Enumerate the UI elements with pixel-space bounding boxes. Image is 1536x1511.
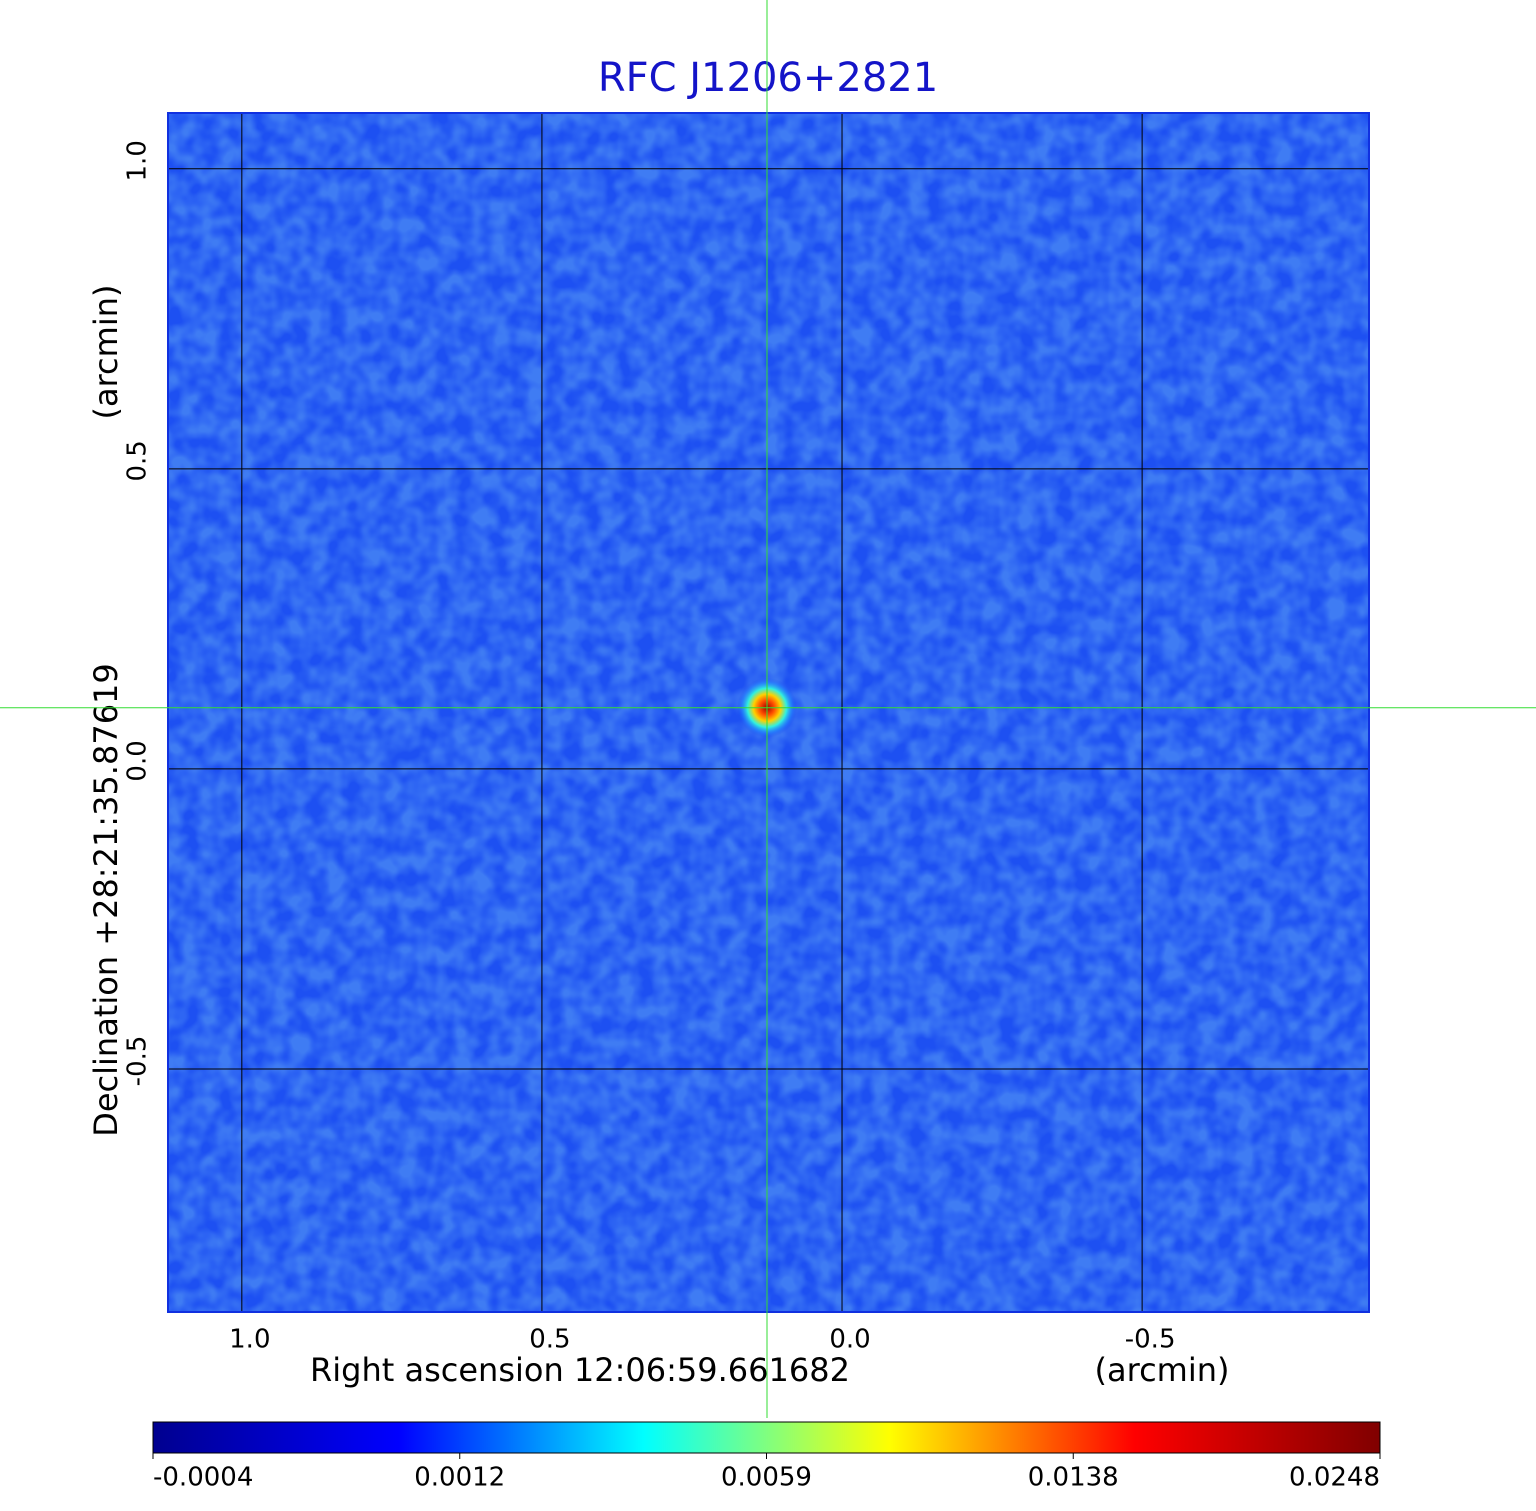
chart-title: RFC J1206+2821 [598,55,938,101]
colorbar-tick-label: 0.0059 [721,1463,812,1493]
x-axis-unit: (arcmin) [1095,1351,1230,1389]
y-axis-unit: (arcmin) [87,285,125,420]
x-tick-label: -0.5 [1125,1325,1176,1355]
colorbar-tick-label: 0.0012 [414,1463,505,1493]
y-tick-label: 1.0 [123,140,153,181]
x-axis-label: Right ascension 12:06:59.661682 [310,1351,850,1389]
colorbar [152,1421,1381,1454]
plot-frame [167,112,1370,1313]
colorbar-tick-label: -0.0004 [153,1463,253,1493]
x-tick-label: 0.5 [529,1325,570,1355]
colorbar-tick-label: 0.0248 [1289,1463,1380,1493]
x-tick-label: 0.0 [829,1325,870,1355]
y-tick-label: -0.5 [123,1036,153,1087]
x-tick-label: 1.0 [229,1325,270,1355]
y-axis-label: Declination +28:21:35.87619 [87,663,125,1137]
colorbar-tick-label: 0.0138 [1028,1463,1119,1493]
y-tick-label: 0.5 [123,440,153,481]
y-tick-label: 0.0 [123,740,153,781]
